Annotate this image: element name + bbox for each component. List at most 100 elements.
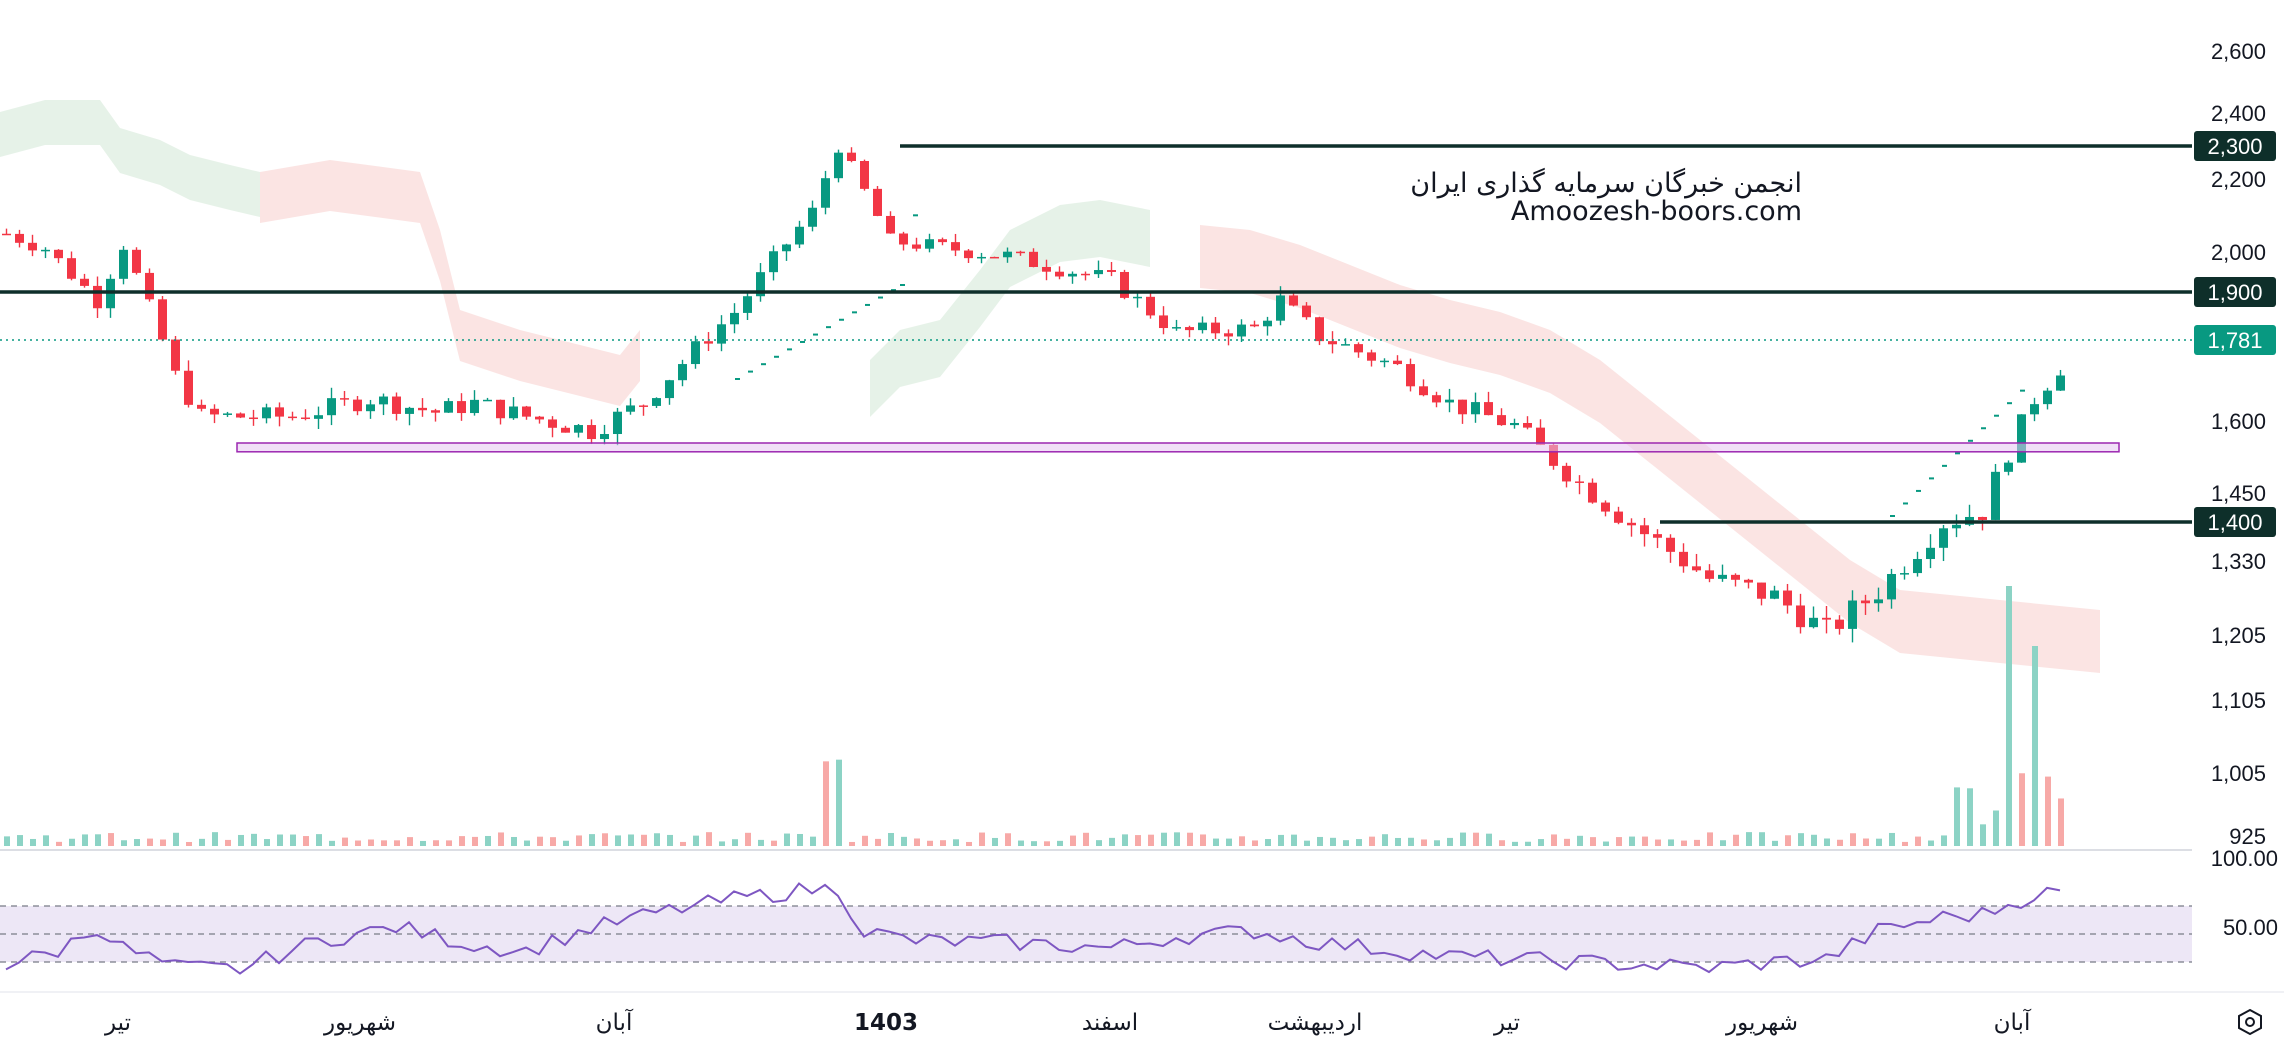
price-tick-label: 925: [2229, 824, 2266, 849]
candle-body: [1666, 537, 1675, 552]
candle-body: [2056, 375, 2065, 391]
candle-body: [860, 160, 869, 189]
volume-bar: [1265, 839, 1271, 846]
candle-body: [2, 233, 11, 236]
volume-bar: [1746, 832, 1752, 846]
volume-bar: [1772, 840, 1778, 846]
volume-bar: [1408, 837, 1414, 846]
candle-body: [1042, 266, 1051, 272]
volume-bar: [329, 840, 335, 846]
sar-dot: [891, 289, 896, 292]
volume-bar: [485, 835, 491, 846]
candle-body: [1484, 402, 1493, 416]
candle-body: [1250, 324, 1259, 327]
time-axis[interactable]: تیر شهریور آبان 1403 اسفند اردیبهشت تیر شهریور آ…: [0, 991, 2284, 1036]
candle-body: [2043, 390, 2052, 405]
rsi-tick-label: 50.00: [2223, 915, 2278, 940]
volume-bar: [1629, 836, 1635, 846]
volume-bar: [381, 840, 387, 846]
candle-body: [1731, 574, 1740, 580]
candle-body: [1146, 296, 1155, 316]
candle-body: [1328, 341, 1337, 345]
sar-dot: [813, 333, 818, 336]
candle-body: [1120, 271, 1129, 298]
candle-body: [1055, 271, 1064, 277]
volume-bar: [1655, 839, 1661, 846]
candle-body: [951, 242, 960, 251]
volume-bar: [966, 841, 972, 846]
volume-bar: [641, 834, 647, 846]
volume-bar: [1135, 835, 1141, 846]
volume-bar: [1473, 832, 1479, 846]
candle-body: [15, 233, 24, 243]
level-label: 1,900: [2207, 280, 2262, 305]
candle-body: [587, 425, 596, 440]
volume-bars: [4, 586, 2064, 846]
volume-bar: [1330, 837, 1336, 846]
candle-body: [431, 410, 440, 413]
candle-body: [1718, 574, 1727, 579]
candle-body: [1783, 590, 1792, 606]
candle-body: [1705, 570, 1714, 579]
support-zone: [236, 442, 2120, 453]
volume-bar: [1096, 840, 1102, 846]
chart-settings-button[interactable]: [2232, 1004, 2268, 1040]
rsi-line: [5, 882, 2061, 975]
volume-bar: [1954, 787, 1960, 846]
volume-bar: [212, 832, 218, 846]
candle-body: [782, 244, 791, 252]
volume-bar: [43, 835, 49, 846]
sar-dot: [1916, 489, 1921, 492]
candle-body: [847, 152, 856, 161]
sar-dot: [2007, 402, 2012, 405]
volume-bar: [251, 833, 257, 846]
candle-body: [691, 341, 700, 365]
price-axis[interactable]: 2,600 2,400 2,200 2,000 1,600 1,450 1,330 1,205…: [2211, 39, 2266, 849]
volume-bar: [420, 840, 426, 846]
volume-bar: [2045, 776, 2051, 846]
volume-bar: [784, 833, 790, 846]
volume-bar: [1382, 834, 1388, 846]
volume-bar: [82, 834, 88, 846]
candle-body: [1952, 524, 1961, 529]
level-label: 1,400: [2207, 510, 2262, 535]
volume-bar: [1837, 839, 1843, 846]
volume-bar: [459, 836, 465, 846]
candle-body: [1991, 471, 2000, 520]
sar-dot: [852, 311, 857, 314]
volume-bar: [550, 837, 556, 846]
candle-body: [1900, 573, 1909, 575]
volume-bar: [2032, 646, 2038, 846]
volume-bar: [1590, 837, 1596, 846]
candle-body: [652, 398, 661, 406]
volume-bar: [953, 839, 959, 846]
volume-bar: [693, 835, 699, 846]
candle-body: [509, 406, 518, 419]
price-tick-label: 1,105: [2211, 688, 2266, 713]
volume-bar: [576, 835, 582, 846]
candle-body: [1510, 422, 1519, 426]
volume-bar: [355, 840, 361, 846]
price-candles: [2, 147, 2065, 643]
time-tick-label: 1403: [854, 1010, 918, 1036]
volume-bar: [1993, 810, 1999, 846]
candle-body: [418, 407, 427, 411]
sar-dot: [1942, 464, 1947, 467]
candle-body: [366, 404, 375, 412]
candle-body: [899, 233, 908, 245]
candle-body: [808, 207, 817, 227]
sar-dot: [800, 340, 805, 343]
volume-bar: [667, 834, 673, 846]
volume-bar: [1460, 832, 1466, 846]
watermark: انجمن خبرگان سرمایه گذاری ایران Amoozesh…: [1410, 167, 1802, 227]
candle-body: [197, 404, 206, 409]
volume-bar: [173, 832, 179, 846]
candle-body: [834, 152, 843, 179]
candle-body: [639, 405, 648, 407]
candle-body: [457, 401, 466, 414]
price-tick-label: 2,000: [2211, 240, 2266, 265]
candle-body: [1302, 305, 1311, 318]
volume-bar: [1317, 836, 1323, 846]
candle-body: [444, 401, 453, 413]
volume-bar: [1733, 834, 1739, 846]
